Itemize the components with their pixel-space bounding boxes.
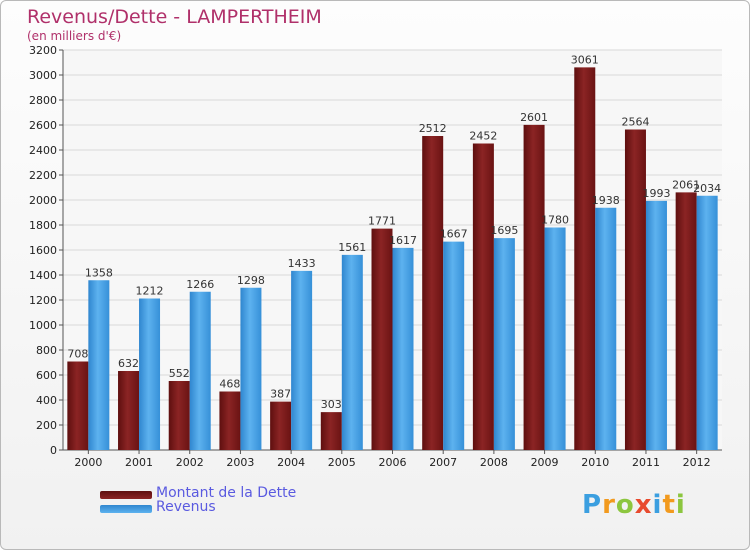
y-tick-label: 600 (36, 369, 57, 382)
data-label: 2061 (672, 178, 700, 191)
data-label: 2601 (520, 111, 548, 124)
debt-bar (624, 129, 646, 450)
data-label: 552 (169, 367, 190, 380)
y-tick-label: 0 (50, 444, 57, 457)
proxiti-logo: Proxiti (582, 490, 686, 520)
x-tick-label: 2009 (531, 456, 559, 469)
y-tick-label: 1800 (29, 219, 57, 232)
x-tick-label: 2002 (176, 456, 204, 469)
x-tick-label: 2005 (328, 456, 356, 469)
data-label: 2034 (693, 182, 721, 195)
y-tick-label: 1400 (29, 269, 57, 282)
debt-bar (67, 361, 89, 450)
y-tick-label: 2600 (29, 119, 57, 132)
debt-bar (472, 143, 494, 450)
data-label: 1993 (642, 187, 670, 200)
debt-bar (118, 371, 140, 450)
legend-swatch-revenus (100, 505, 152, 513)
revenus-bar (291, 270, 313, 450)
legend-label-revenus: Revenus (156, 499, 216, 515)
revenus-bar (139, 298, 161, 450)
y-tick-label: 2000 (29, 194, 57, 207)
data-label: 1617 (389, 234, 417, 247)
x-tick-label: 2007 (429, 456, 457, 469)
revenus-bar (240, 287, 262, 450)
x-tick-label: 2001 (125, 456, 153, 469)
logo-letter: i (675, 490, 686, 520)
revenus-bar (544, 227, 566, 450)
logo-letter: x (634, 490, 653, 520)
x-tick-label: 2010 (581, 456, 609, 469)
legend-swatch-debt (100, 491, 152, 499)
data-label: 1695 (490, 224, 518, 237)
data-label: 632 (118, 357, 139, 370)
y-tick-label: 1000 (29, 319, 57, 332)
data-label: 1298 (237, 274, 265, 287)
revenus-bar (88, 280, 110, 450)
y-tick-label: 2400 (29, 144, 57, 157)
debt-bar (168, 381, 190, 450)
debt-bar (675, 192, 697, 450)
x-tick-label: 2008 (480, 456, 508, 469)
data-label: 1358 (85, 266, 113, 279)
debt-bar (219, 391, 241, 450)
data-label: 1780 (541, 214, 569, 227)
logo-letter: o (615, 490, 635, 520)
y-tick-label: 400 (36, 394, 57, 407)
x-tick-label: 2012 (683, 456, 711, 469)
revenus-bar (645, 200, 667, 450)
x-tick-label: 2003 (226, 456, 254, 469)
data-label: 1433 (288, 257, 316, 270)
x-tick-label: 2006 (379, 456, 407, 469)
data-label: 1771 (368, 215, 396, 228)
debt-bar (523, 124, 545, 450)
revenus-bar (341, 254, 363, 450)
data-label: 2512 (419, 122, 447, 135)
y-tick-label: 1200 (29, 294, 57, 307)
logo-letter: r (602, 490, 616, 520)
y-tick-label: 2200 (29, 169, 57, 182)
y-tick-label: 1600 (29, 244, 57, 257)
data-label: 1266 (186, 278, 214, 291)
data-label: 3061 (571, 53, 599, 66)
y-tick-label: 200 (36, 419, 57, 432)
data-label: 2564 (621, 116, 649, 129)
logo-letter: i (652, 490, 663, 520)
debt-bar (422, 136, 444, 450)
debt-bar (320, 412, 342, 450)
y-tick-label: 3200 (29, 44, 57, 57)
x-tick-label: 2000 (74, 456, 102, 469)
data-label: 708 (67, 348, 88, 361)
y-tick-label: 2800 (29, 94, 57, 107)
revenus-bar (696, 195, 718, 450)
logo-letter: P (582, 490, 603, 520)
data-label: 1561 (338, 241, 366, 254)
data-label: 387 (270, 388, 291, 401)
data-label: 2452 (469, 130, 497, 143)
data-label: 1667 (440, 228, 468, 241)
logo-letter: t (662, 490, 676, 520)
x-tick-label: 2004 (277, 456, 305, 469)
legend-label-debt: Montant de la Dette (156, 485, 297, 501)
chart-subtitle: (en milliers d'€) (27, 29, 122, 43)
revenus-bar (392, 247, 414, 450)
revenus-bar (595, 207, 617, 450)
y-tick-label: 800 (36, 344, 57, 357)
debt-bar (270, 401, 292, 450)
revenus-bar (493, 238, 515, 450)
debt-bar (574, 67, 596, 450)
data-label: 1212 (136, 285, 164, 298)
data-label: 1938 (592, 194, 620, 207)
revenus-bar (189, 291, 211, 450)
x-tick-label: 2011 (632, 456, 660, 469)
revenus-bar (443, 241, 465, 450)
y-tick-label: 3000 (29, 69, 57, 82)
data-label: 303 (321, 398, 342, 411)
chart-title: Revenus/Dette - LAMPERTHEIM (27, 6, 322, 28)
debt-bar (371, 228, 393, 450)
data-label: 468 (219, 378, 240, 391)
